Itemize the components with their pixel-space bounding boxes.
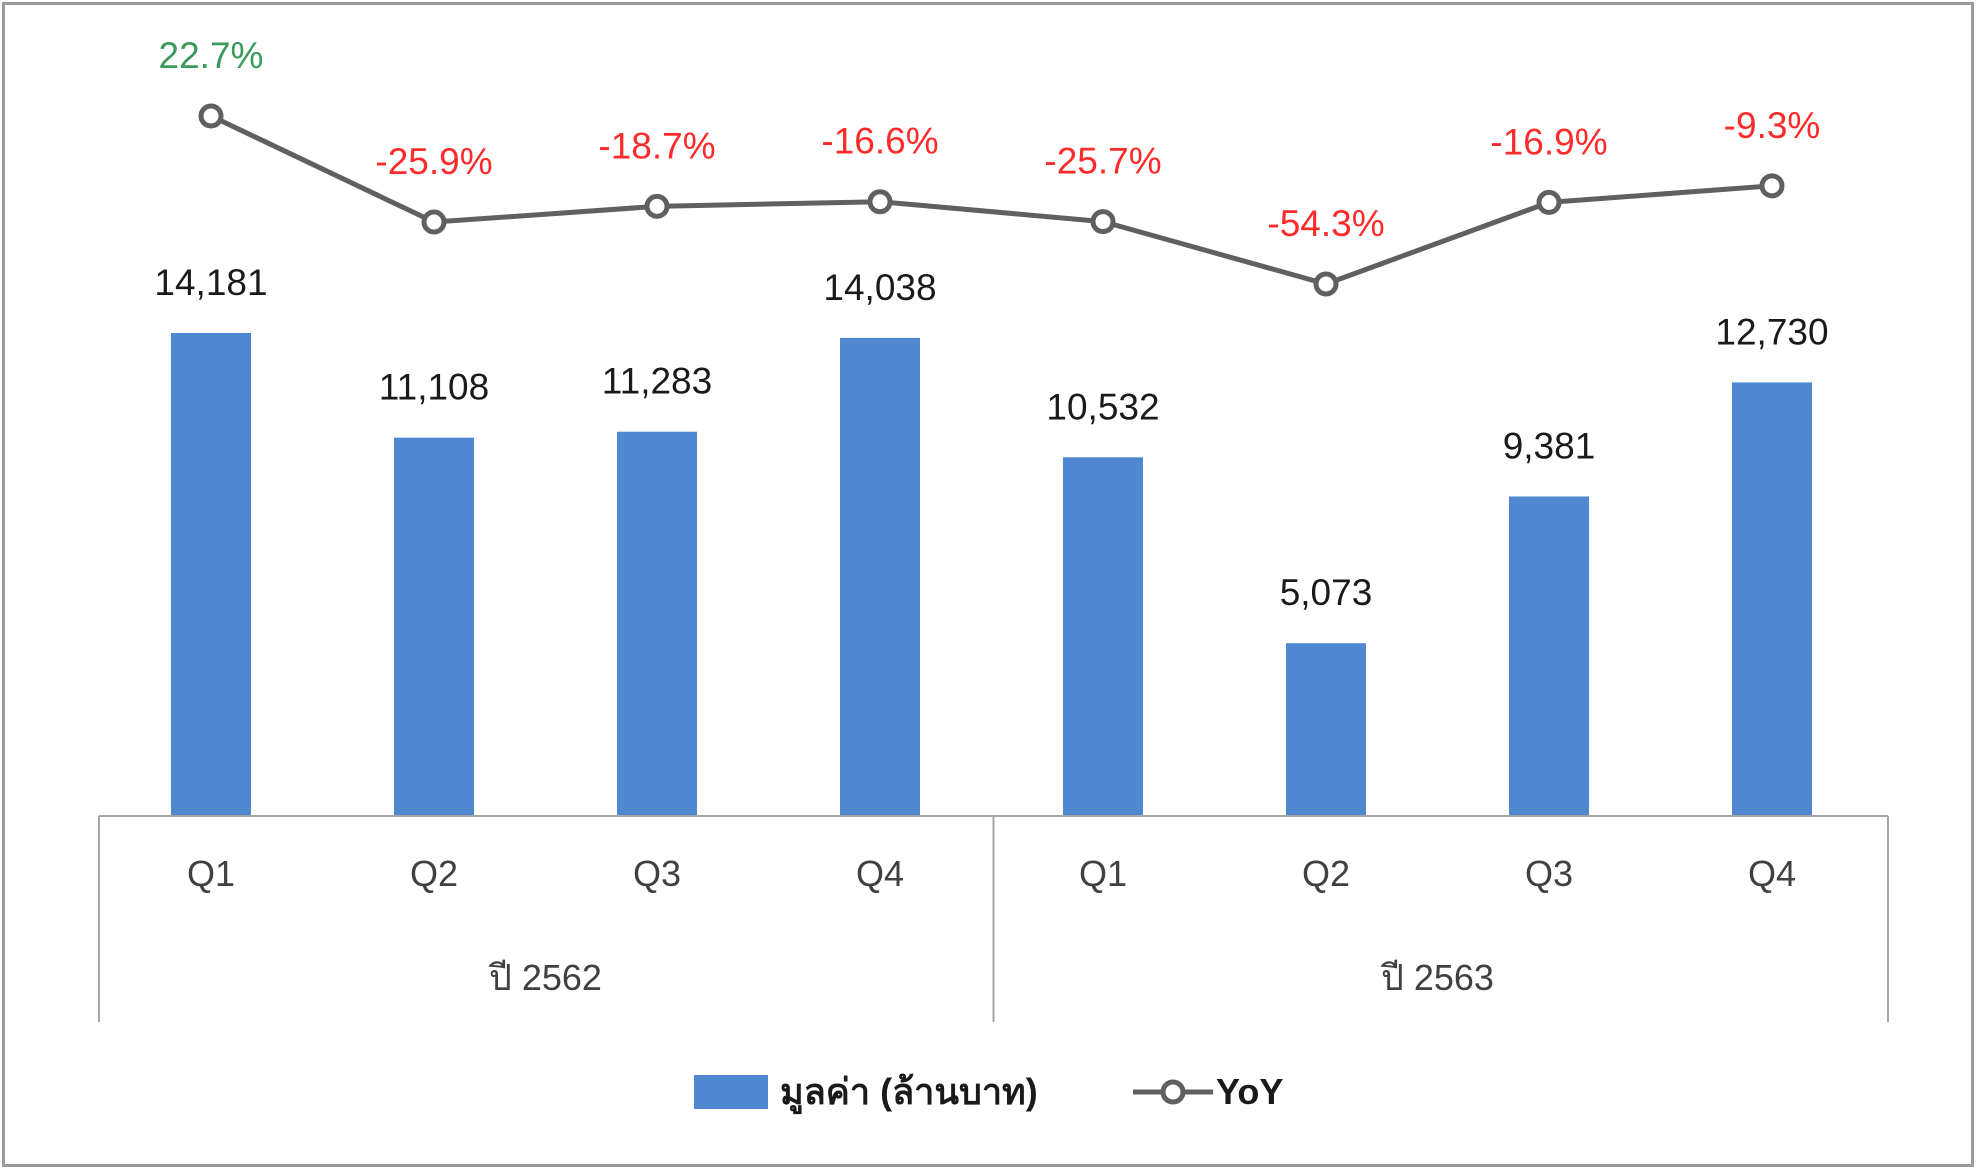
legend-swatch-marker (1160, 1079, 1186, 1105)
yoy-point (1536, 189, 1562, 215)
yoy-value-label: -54.3% (1267, 203, 1384, 244)
yoy-point (421, 209, 447, 235)
yoy-point (644, 193, 670, 219)
category-tick-label: Q4 (856, 853, 904, 894)
bar-value-label: 9,381 (1503, 425, 1596, 466)
bar-value-label: 10,532 (1046, 386, 1159, 427)
group-label: ปี 2562 (488, 957, 602, 998)
bar (1509, 496, 1589, 816)
bar-value-label: 14,038 (823, 267, 936, 308)
category-tick-label: Q3 (633, 853, 681, 894)
yoy-line (209, 113, 1773, 287)
bar (840, 337, 920, 816)
legend-label-line: YoY (1216, 1071, 1283, 1112)
group-label: ปี 2563 (1380, 957, 1494, 998)
yoy-value-label: -16.9% (1490, 121, 1607, 162)
bar-value-label: 11,108 (379, 367, 489, 408)
yoy-point (1759, 173, 1785, 199)
yoy-point (1090, 209, 1116, 235)
yoy-value-label: -25.9% (375, 141, 492, 182)
yoy-point (1313, 271, 1339, 297)
bar-value-label: 5,073 (1280, 572, 1373, 613)
yoy-value-label: -9.3% (1724, 105, 1821, 146)
yoy-value-label: -25.7% (1044, 141, 1161, 182)
bar (1286, 643, 1366, 816)
yoy-value-label: -16.6% (821, 121, 938, 162)
category-axis: Q1 Q2 Q3 Q4 Q1 Q2 Q3 Q4 ปี 2562 ปี 2563 (98, 815, 1889, 1022)
bar-value-label: 11,283 (602, 361, 712, 402)
category-tick-label: Q1 (1079, 853, 1127, 894)
category-tick-label: Q4 (1748, 853, 1796, 894)
legend-label-bar: มูลค่า (ล้านบาท) (780, 1071, 1038, 1115)
category-tick-label: Q3 (1525, 853, 1573, 894)
category-tick-label: Q2 (1302, 853, 1350, 894)
legend: มูลค่า (ล้านบาท) YoY (694, 1071, 1283, 1115)
bar (1732, 382, 1812, 816)
bar (617, 431, 697, 816)
yoy-point (198, 103, 224, 129)
category-tick-label: Q1 (187, 853, 235, 894)
bar (171, 333, 251, 816)
yoy-value-label: -18.7% (598, 125, 715, 166)
bar-value-label: 14,181 (154, 262, 267, 303)
yoy-point (867, 189, 893, 215)
bar (1063, 457, 1143, 816)
bar-value-label: 12,730 (1715, 311, 1828, 352)
legend-swatch-bar (694, 1075, 768, 1109)
category-tick-label: Q2 (410, 853, 458, 894)
bars-layer: 14,181 11,108 11,283 14,038 10,532 5,073 9,381… (154, 262, 1829, 816)
yoy-line-layer: 22.7% -25.9% -18.7% -16.6% -25.7% -54.3% -16.9… (159, 35, 1821, 297)
bar (394, 437, 474, 816)
yoy-value-label: 22.7% (159, 35, 264, 76)
